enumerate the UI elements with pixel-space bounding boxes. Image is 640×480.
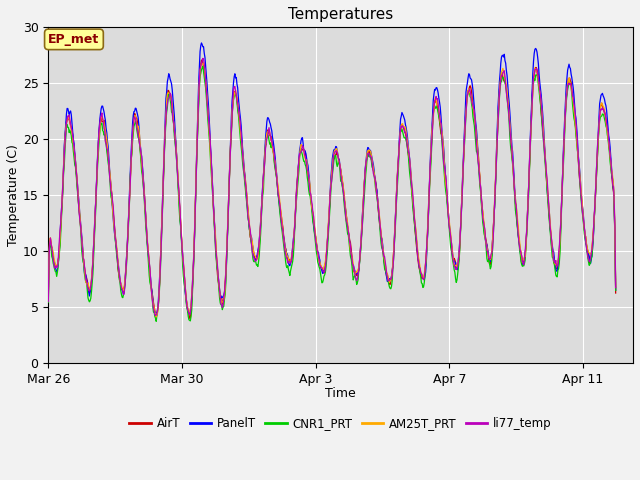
Text: EP_met: EP_met	[48, 33, 100, 46]
X-axis label: Time: Time	[325, 387, 356, 400]
Legend: AirT, PanelT, CNR1_PRT, AM25T_PRT, li77_temp: AirT, PanelT, CNR1_PRT, AM25T_PRT, li77_…	[125, 413, 557, 435]
Y-axis label: Temperature (C): Temperature (C)	[7, 144, 20, 246]
Title: Temperatures: Temperatures	[288, 7, 394, 22]
